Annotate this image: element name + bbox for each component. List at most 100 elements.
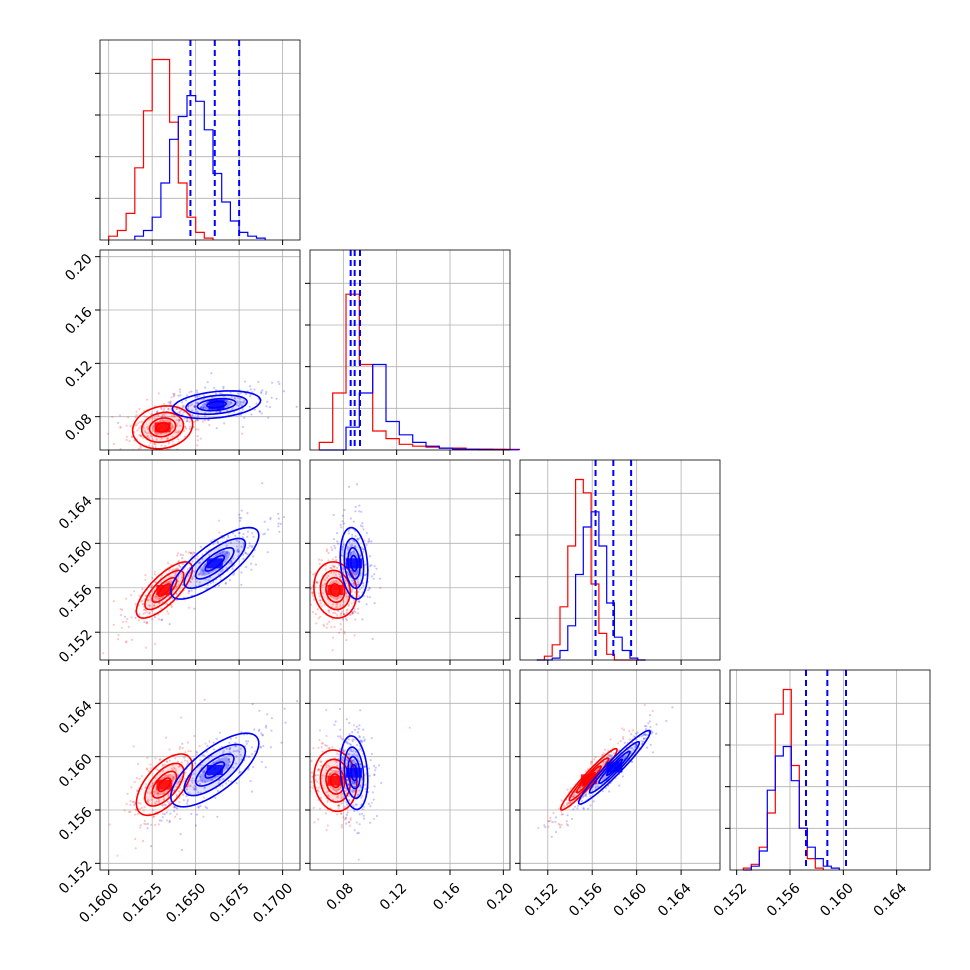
blue-sample-point [243,416,246,419]
blue-sample-point [186,802,189,805]
blue-sample-point [643,733,646,736]
red-sample-point [188,420,191,423]
blue-sample-point [160,819,163,822]
red-sample-point [330,571,333,575]
blue-sample-point [333,723,336,726]
red-sample-point [195,753,198,756]
blue-contour [339,526,369,600]
blue-sample-point [199,804,202,808]
blue-sample-point [207,571,210,575]
x-tick-label: 0.156 [764,880,804,920]
red-sample-point [317,746,320,749]
red-sample-point [174,769,178,772]
red-sample-point [325,734,328,738]
blue-sample-point [348,764,351,767]
red-sample-point [303,584,305,586]
red-sample-point [198,573,201,576]
blue-sample-point [340,548,344,551]
red-sample-point [337,807,340,810]
red-sample-point [157,392,160,395]
red-sample-point [306,556,308,558]
red-sample-point [353,599,356,602]
red-sample-point [338,631,341,634]
blue-sample-point [158,819,161,822]
blue-sample-point [269,516,272,519]
blue-sample-point [224,763,227,766]
red-sample-point [325,769,328,772]
red-sample-point [150,798,153,801]
red-sample-point [177,790,180,793]
red-sample-point [139,446,142,450]
red-sample-point [321,584,324,587]
red-sample-point [164,736,168,739]
blue-sample-point [229,737,232,740]
blue-peak-bin [346,558,362,569]
blue-sample-point [358,600,361,603]
blue-sample-point [352,750,355,753]
blue-sample-point [197,791,200,794]
blue-sample-point [249,388,252,391]
red-sample-point [337,804,340,807]
blue-sample-point [192,772,195,775]
red-sample-point [151,809,155,812]
blue-sample-point [566,824,570,827]
blue-sample-point [227,758,230,761]
blue-sample-point [210,540,213,543]
red-sample-point [361,794,364,798]
blue-sample-point [222,385,225,388]
red-sample-point [352,582,355,586]
red-sample-point [147,599,150,602]
red-sample-point [126,792,129,796]
red-sample-point [311,786,314,789]
blue-sample-point [229,400,232,404]
blue-sample-point [216,775,219,778]
blue-sample-point [191,409,194,412]
blue-sample-point [334,720,337,723]
red-sample-point [151,584,154,587]
blue-sample-point [241,536,244,539]
red-sample-point [343,613,346,616]
red-sample-point [184,751,187,754]
blue-sample-point [349,517,352,520]
blue-sample-point [227,764,230,767]
blue-sample-point [214,392,217,395]
red-sample-point [177,560,180,563]
red-sample-point [164,444,167,447]
blue-sample-point [226,534,230,537]
blue-sample-point [367,802,370,806]
blue-sample-point [373,602,376,605]
red-sample-point [169,400,172,403]
red-sample-point [317,786,320,789]
blue-sample-point [203,414,206,417]
red-sample-point [177,765,180,768]
blue-sample-point [368,774,371,777]
red-sample-point [140,775,143,778]
red-sample-point [175,585,178,588]
blue-sample-point [352,550,355,553]
blue-sample-point [349,551,352,554]
red-sample-point [154,443,157,446]
blue-sample-point [190,589,193,592]
red-sample-point [196,781,199,784]
red-sample-point [189,785,192,788]
x-tick-label: 0.152 [522,880,562,920]
blue-peak-bin [208,399,225,410]
red-sample-point [217,519,221,522]
blue-sample-point [222,778,225,781]
blue-sample-point [360,741,363,744]
blue-sample-point [349,748,352,751]
red-sample-point [172,766,175,769]
red-sample-point [186,785,189,788]
blue-sample-point [370,752,374,756]
red-sample-point [572,794,575,797]
red-sample-point [317,818,320,821]
blue-sample-point [246,511,249,515]
red-sample-point [158,758,161,761]
red-sample-point [328,611,331,614]
red-sample-point [337,796,340,799]
x-tick-label: 0.1675 [207,880,253,926]
red-sample-point [149,604,152,607]
red-sample-point [350,589,353,592]
blue-sample-point [358,504,361,507]
red-peak-bin [327,775,344,786]
